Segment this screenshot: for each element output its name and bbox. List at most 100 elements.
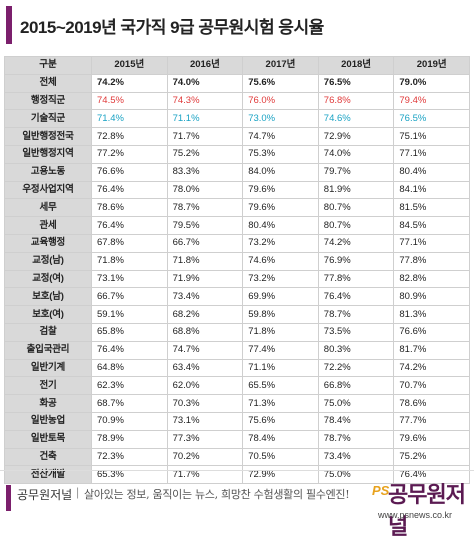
rate-cell: 77.3% — [166, 429, 244, 449]
header-2015: 2015년 — [91, 56, 168, 75]
rate-cell: 78.7% — [166, 198, 244, 218]
rate-cell: 71.4% — [91, 109, 168, 129]
table-row: 교정(남) 71.8% 71.8% 74.6% 76.9% 77.8% — [4, 251, 470, 271]
rate-cell: 74.0% — [317, 144, 395, 164]
rate-cell: 62.0% — [166, 376, 244, 396]
table-row: 세무 78.6% 78.7% 79.6% 80.7% 81.5% — [4, 198, 470, 218]
rate-cell: 74.7% — [242, 127, 319, 146]
rate-cell: 75.2% — [393, 447, 470, 467]
rate-cell: 76.4% — [91, 180, 168, 200]
rate-cell: 73.4% — [317, 447, 395, 467]
rate-cell: 76.6% — [91, 162, 168, 182]
rate-cell: 74.6% — [317, 109, 395, 129]
footer-accent-bar — [6, 485, 11, 511]
rate-cell: 79.0% — [393, 73, 470, 93]
row-category: 일반토목 — [4, 429, 92, 449]
rate-cell: 79.7% — [317, 162, 395, 182]
rate-cell: 76.4% — [91, 340, 168, 360]
psnews-logo: PS 공무원저널 www.psnews.co.kr — [372, 477, 472, 539]
rate-cell: 80.4% — [242, 216, 319, 235]
table-row: 보호(남) 66.7% 73.4% 69.9% 76.4% 80.9% — [4, 287, 470, 307]
rate-cell: 77.1% — [393, 144, 470, 164]
row-category: 우정사업지역 — [4, 180, 92, 200]
row-category: 관세 — [4, 216, 92, 235]
rate-cell: 75.0% — [317, 394, 395, 413]
rate-cell: 77.8% — [317, 269, 395, 289]
row-category: 건축 — [4, 447, 92, 467]
row-category: 일반행정전국 — [4, 127, 92, 146]
rate-cell: 76.9% — [317, 251, 395, 271]
rate-cell: 66.8% — [317, 376, 395, 396]
table-header-row: 구분 2015년 2016년 2017년 2018년 2019년 — [4, 56, 470, 75]
rate-cell: 79.5% — [166, 216, 244, 235]
table-row: 우정사업지역 76.4% 78.0% 79.6% 81.9% 84.1% — [4, 180, 470, 200]
footer-brand: 공무원저널 — [17, 488, 73, 502]
rate-cell: 72.9% — [317, 127, 395, 146]
logo-mark: PS — [372, 483, 390, 498]
title-bar: 2015~2019년 국가직 9급 공무원시험 응시율 — [6, 6, 468, 44]
rate-cell: 79.6% — [393, 429, 470, 449]
rate-cell: 76.4% — [91, 216, 168, 235]
rate-cell: 71.8% — [166, 251, 244, 271]
row-category: 전기 — [4, 376, 92, 396]
table-row: 기술직군 71.4% 71.1% 73.0% 74.6% 76.5% — [4, 109, 470, 129]
rate-cell: 82.8% — [393, 269, 470, 289]
rate-cell: 80.4% — [393, 162, 470, 182]
rate-cell: 67.8% — [91, 233, 168, 253]
rate-cell: 81.7% — [393, 340, 470, 360]
rate-cell: 64.8% — [91, 358, 168, 378]
rate-cell: 78.4% — [242, 429, 319, 449]
row-category: 교정(여) — [4, 269, 92, 289]
row-category: 보호(여) — [4, 305, 92, 324]
footer: 공무원저널 | 살아있는 정보, 움직이는 뉴스, 희망찬 수험생활의 필수엔진… — [0, 470, 474, 539]
row-category: 행정직군 — [4, 91, 92, 111]
rate-cell: 83.3% — [166, 162, 244, 182]
table-row: 행정직군 74.5% 74.3% 76.0% 76.8% 79.4% — [4, 91, 470, 111]
rate-cell: 74.2% — [317, 233, 395, 253]
rate-cell: 76.4% — [317, 287, 395, 307]
rate-cell: 71.8% — [242, 322, 319, 342]
row-category: 화공 — [4, 394, 92, 413]
rate-cell: 73.2% — [242, 233, 319, 253]
rate-cell: 80.7% — [317, 216, 395, 235]
rate-cell: 77.8% — [393, 251, 470, 271]
rate-cell: 71.8% — [91, 251, 168, 271]
header-2017: 2017년 — [242, 56, 319, 75]
rate-cell: 78.0% — [166, 180, 244, 200]
rate-cell: 73.5% — [317, 322, 395, 342]
row-category: 교정(남) — [4, 251, 92, 271]
rate-cell: 76.6% — [393, 322, 470, 342]
rate-cell: 77.2% — [91, 144, 168, 164]
rate-cell: 71.3% — [242, 394, 319, 413]
row-category: 일반기계 — [4, 358, 92, 378]
rate-cell: 70.3% — [166, 394, 244, 413]
rate-cell: 59.1% — [91, 305, 168, 324]
table-row: 일반행정지역 77.2% 75.2% 75.3% 74.0% 77.1% — [4, 144, 470, 164]
logo-text: 공무원저널 — [388, 482, 466, 539]
rate-cell: 81.5% — [393, 198, 470, 218]
rate-cell: 73.1% — [166, 411, 244, 431]
page-title: 2015~2019년 국가직 9급 공무원시험 응시율 — [20, 17, 324, 37]
rate-cell: 71.7% — [166, 127, 244, 146]
header-category: 구분 — [4, 56, 92, 75]
rate-cell: 77.1% — [393, 233, 470, 253]
rate-cell: 59.8% — [242, 305, 319, 324]
row-category: 고용노동 — [4, 162, 92, 182]
rate-cell: 78.7% — [317, 429, 395, 449]
table-row: 일반기계 64.8% 63.4% 71.1% 72.2% 74.2% — [4, 358, 470, 378]
rate-cell: 78.7% — [317, 305, 395, 324]
rate-cell: 75.2% — [166, 144, 244, 164]
header-2016: 2016년 — [166, 56, 244, 75]
exam-rate-table: 구분 2015년 2016년 2017년 2018년 2019년 전체 74.2%… — [4, 56, 470, 485]
row-category: 세무 — [4, 198, 92, 218]
rate-cell: 66.7% — [91, 287, 168, 307]
rate-cell: 75.3% — [242, 144, 319, 164]
rate-cell: 77.4% — [242, 340, 319, 360]
rate-cell: 70.5% — [242, 447, 319, 467]
rate-cell: 80.3% — [317, 340, 395, 360]
table-row: 일반토목 78.9% 77.3% 78.4% 78.7% 79.6% — [4, 429, 470, 449]
row-category: 출입국관리 — [4, 340, 92, 360]
rate-cell: 71.9% — [166, 269, 244, 289]
rate-cell: 73.1% — [91, 269, 168, 289]
rate-cell: 63.4% — [166, 358, 244, 378]
